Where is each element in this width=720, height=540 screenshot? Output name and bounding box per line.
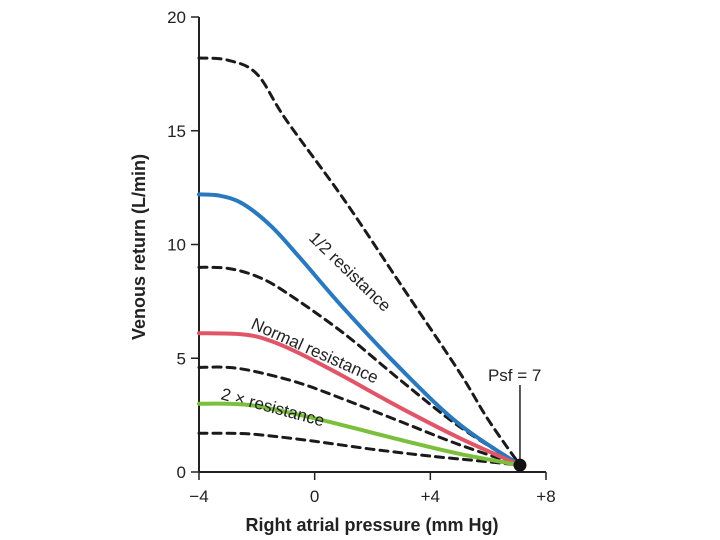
psf-label: Psf = 7	[488, 366, 541, 385]
label-half-resistance: 1/2 resistance	[305, 228, 394, 315]
x-tick-label: −4	[189, 487, 208, 506]
label-double-resistance: 2 × resistance	[219, 385, 327, 431]
psf-point	[513, 458, 527, 472]
x-ticks: −4 0 +4 +8	[189, 472, 556, 506]
y-axis-title: Venous return (L/min)	[129, 154, 149, 340]
series-1-2-resistance	[197, 192, 522, 468]
y-tick-label: 15	[167, 122, 186, 141]
series-normal-resistance	[197, 331, 522, 468]
series-dashed-lower	[197, 365, 522, 467]
x-axis-title: Right atrial pressure (mm Hg)	[245, 515, 498, 535]
y-tick-label: 5	[177, 349, 186, 368]
x-tick-label: +4	[421, 487, 440, 506]
series-2-resistance	[197, 401, 522, 468]
y-ticks: 0 5 10 15 20	[167, 8, 199, 482]
y-tick-label: 20	[167, 8, 186, 27]
x-tick-label: +8	[536, 487, 555, 506]
series-dashed-top	[197, 56, 522, 467]
x-tick-label: 0	[310, 487, 319, 506]
series-dashed-bottom	[197, 431, 522, 467]
curves	[197, 56, 522, 468]
y-tick-label: 0	[177, 463, 186, 482]
y-tick-label: 10	[167, 236, 186, 255]
psf-annotation: Psf = 7	[488, 366, 541, 472]
